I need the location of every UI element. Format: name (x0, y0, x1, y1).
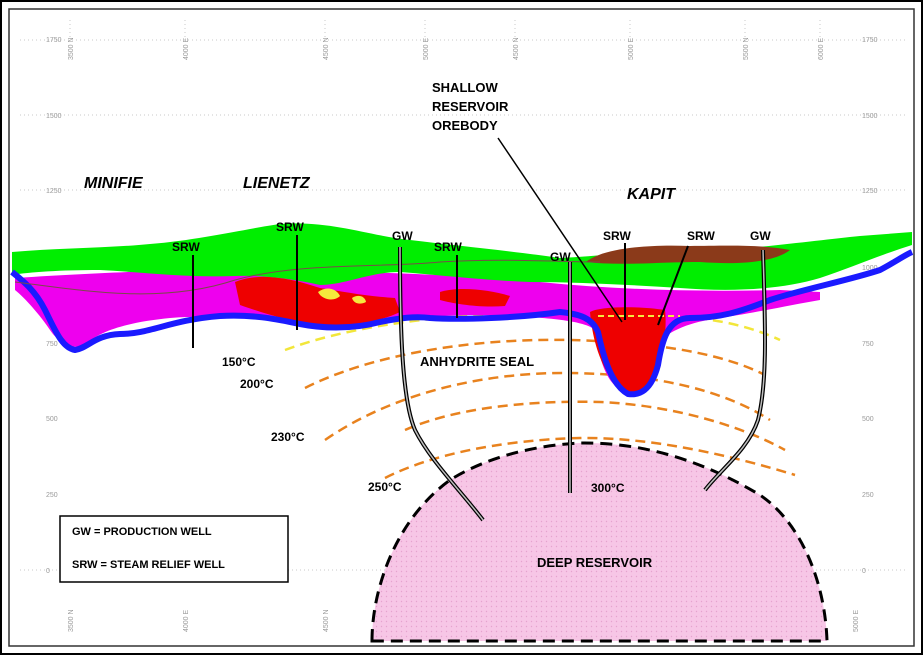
top-tick: 3500 N (68, 37, 75, 60)
orebody-pointer (497, 137, 623, 323)
well-label-srw: SRW (687, 229, 715, 243)
grid (20, 20, 905, 571)
gw-well-left-core (399, 246, 484, 521)
top-tick: 5000 E (423, 37, 430, 60)
right-tick: 250 (862, 492, 874, 499)
right-axis: 1750 1500 1250 1000 750 500 250 0 (862, 37, 878, 575)
temp-label-200: 200°C (240, 377, 274, 391)
top-tick: 6000 E (818, 37, 825, 60)
left-tick: 250 (46, 492, 58, 499)
wells (192, 137, 768, 522)
right-tick: 1000 (862, 265, 878, 272)
left-tick: 750 (46, 341, 58, 348)
bottom-tick: 3500 N (68, 609, 75, 632)
left-tick: 1500 (46, 113, 62, 120)
gw-well-right-core (704, 249, 766, 491)
well-label-srw: SRW (172, 240, 200, 254)
deep-reservoir-label: DEEP RESERVOIR (537, 555, 653, 570)
top-axis: 3500 N 4000 E 4500 N 5000 E 4500 N 5000 … (68, 37, 825, 60)
legend: GW = PRODUCTION WELL SRW = STEAM RELIEF … (59, 515, 289, 583)
right-tick: 1250 (862, 188, 878, 195)
srw-pointer (657, 245, 689, 326)
left-tick: 500 (46, 416, 58, 423)
anhydrite-seal-label: ANHYDRITE SEAL (420, 354, 534, 369)
top-tick: 5500 N (743, 37, 750, 60)
geology (10, 223, 914, 398)
right-tick: 750 (862, 341, 874, 348)
top-tick: 4000 E (183, 37, 190, 60)
well-label-srw: SRW (434, 240, 462, 254)
bottom-tick: 4000 E (183, 609, 190, 632)
orebody-label-line2: RESERVOIR (432, 99, 509, 114)
well-label-gw: GW (392, 229, 413, 243)
well-label-srw: SRW (603, 229, 631, 243)
isotherm-230b (404, 400, 786, 452)
right-tick: 500 (862, 416, 874, 423)
temp-label-150: 150°C (222, 355, 256, 369)
bottom-tick: 5000 E (853, 609, 860, 632)
contour-line (14, 259, 601, 295)
legend-srw: SRW = STEAM RELIEF WELL (72, 559, 225, 571)
right-tick: 1500 (862, 113, 878, 120)
orebody-label-line1: SHALLOW (432, 80, 498, 95)
temp-label-230: 230°C (271, 430, 305, 444)
isotherm-200 (304, 338, 766, 390)
well-label-srw: SRW (276, 220, 304, 234)
blue-boundary (10, 249, 914, 398)
brown-cap (586, 245, 790, 264)
right-tick: 1750 (862, 37, 878, 44)
top-tick: 4500 N (323, 37, 330, 60)
bottom-tick: 4500 N (323, 609, 330, 632)
green-layer (12, 223, 912, 290)
legend-gw: GW = PRODUCTION WELL (72, 526, 212, 538)
yellow-patch-2 (352, 295, 366, 304)
right-tick: 0 (862, 568, 866, 575)
legend-box (59, 515, 289, 583)
isotherm-230a (324, 371, 771, 442)
red-body-lienetz (235, 276, 400, 326)
yellow-patch (318, 288, 340, 300)
left-tick: 1250 (46, 188, 62, 195)
temp-label-250: 250°C (368, 480, 402, 494)
area-label-kapit: KAPIT (627, 186, 676, 203)
area-label-minifie: MINIFIE (84, 175, 144, 192)
deep-reservoir-body (370, 441, 829, 643)
top-tick: 4500 N (513, 37, 520, 60)
left-tick: 0 (46, 568, 50, 575)
temp-label-300: 300°C (591, 481, 625, 495)
bottom-axis: 3500 N 4000 E 4500 N 5000 E (68, 609, 860, 632)
orebody-label-line3: OREBODY (432, 118, 498, 133)
area-label-lienetz: LIENETZ (243, 175, 311, 192)
left-tick: 1750 (46, 37, 62, 44)
inner-frame (8, 8, 915, 647)
well-label-gw: GW (750, 229, 771, 243)
well-label-gw: GW (550, 250, 571, 264)
top-tick: 5000 E (628, 37, 635, 60)
